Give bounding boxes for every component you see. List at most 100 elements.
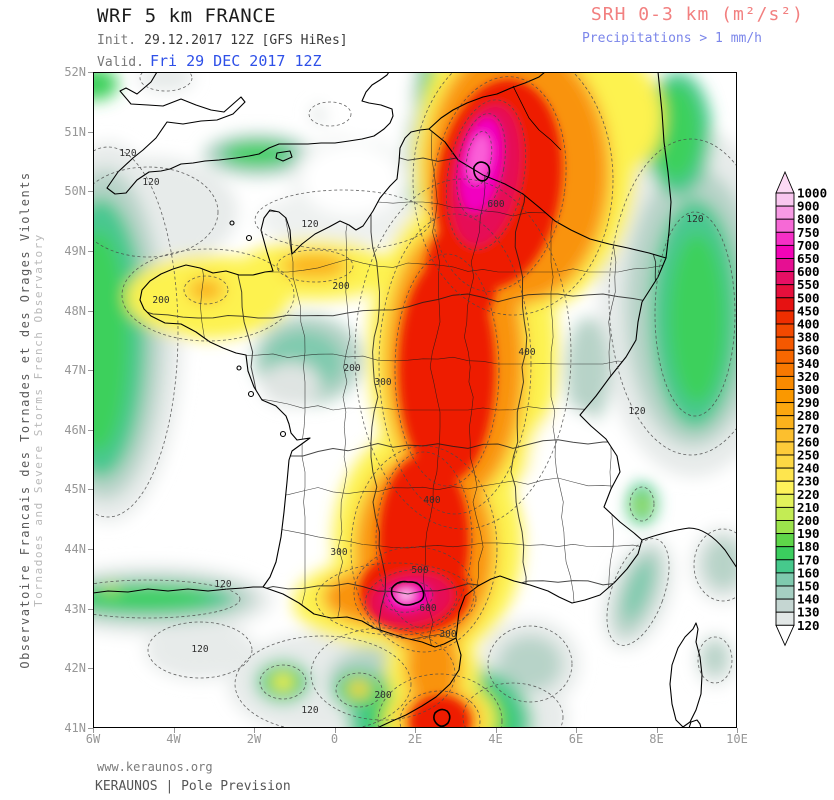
srh-contours [37,44,774,769]
legend-value: 650 [797,251,820,266]
spain-north-coast [92,586,263,594]
legend-value: 230 [797,474,820,489]
legend-cell [775,244,795,259]
lon-label: 6E [568,732,584,746]
guernsey-island [229,220,235,226]
legend-value: 700 [797,238,820,253]
lat-tick [88,310,93,312]
lon-tick [576,728,577,733]
page-title: WRF 5 km FRANCE [97,5,277,27]
legend-value: 200 [797,513,820,528]
contour-label: 120 [142,177,159,188]
department-border-line [423,129,441,647]
legend-value: 290 [797,395,820,410]
lat-tick [88,191,93,193]
legend-cell [775,585,795,600]
legend-cell [775,218,795,233]
contour-label: 400 [423,495,440,506]
legend-value: 600 [797,264,820,279]
legend-cell [775,284,795,299]
precipitation-note: Precipitations > 1 mm/h [581,31,762,46]
color-scale-legend: 1000 900 800 750 700 650 600 550 500 450 400 380 360… [768,160,834,660]
department-border-line [464,129,486,647]
legend-value: 250 [797,448,820,463]
lon-label: 2W [246,732,262,746]
legend-value: 260 [797,434,820,449]
lon-label: 4E [488,732,503,746]
contour-label: 400 [518,347,535,358]
lon-label: 8E [649,732,664,746]
contour-label: 120 [214,579,231,590]
legend-cell [775,362,795,377]
lat-label: 43N [64,601,86,616]
lon-label: 10E [726,732,748,746]
lat-label: 45N [64,482,86,497]
legend-value: 150 [797,579,820,594]
contour-label: 200 [374,690,391,701]
legend-cell [775,520,795,535]
valid-label: Valid. [97,55,144,70]
precipitation-contours [390,161,491,728]
legend-value: 800 [797,212,820,227]
legend-cell [775,506,795,521]
legend-cell [775,297,795,312]
legend-arrow-top [775,170,795,194]
contour-label: 120 [301,219,318,230]
belle-ile-island [236,365,242,371]
lat-tick [88,727,93,729]
legend-value: 160 [797,565,820,580]
lon-label: 2E [407,732,423,746]
lat-tick [88,668,93,670]
legend-cell [775,467,795,482]
lon-label: 6W [85,732,101,746]
legend-value: 1000 [797,186,827,201]
contour-label: 120 [119,148,136,159]
lat-label: 51N [64,124,86,139]
srh-map-svg: 600 600 500 400 400 300 300 300 200 200 200 200 120 1… [37,44,774,769]
legend-value: 210 [797,500,820,515]
contour-label: 600 [419,603,436,614]
isle-of-wight [275,150,293,162]
watermark-observatory-en: Tornadoes and Severe Storms French Obser… [32,233,45,607]
lat-tick [88,370,93,372]
legend-cell [775,611,795,626]
liguria-coast [641,527,738,569]
init-label: Init. [97,33,137,48]
lat-label: 47N [64,363,86,378]
legend-value: 270 [797,421,820,436]
legend-value: 170 [797,552,820,567]
belgium-germany-border [512,85,562,151]
contour-label: 600 [487,199,504,210]
contour-label: 300 [374,377,391,388]
map-canvas: 600 600 500 400 400 300 300 300 200 200 200 200 120 1… [37,44,774,769]
legend-value: 180 [797,539,820,554]
legend-value: 320 [797,369,820,384]
lon-label: 0 [330,732,339,746]
contour-label: 300 [330,547,347,558]
init-value: 29.12.2017 12Z [GFS HiRes] [144,33,348,48]
legend-cell [775,415,795,430]
legend-cell [775,559,795,574]
legend-value: 140 [797,592,820,607]
jersey-island [245,234,253,242]
legend-cell [775,205,795,220]
rhine-border [657,71,672,259]
lon-tick [254,728,255,733]
legend-cell [775,192,795,207]
lat-label: 42N [64,661,86,676]
oleron-island [279,430,287,438]
lon-tick [93,728,94,733]
belgium-coast [428,71,546,130]
lat-tick [88,250,93,252]
lat-tick [88,489,93,491]
legend-cell [775,310,795,325]
legend-cell [775,441,795,456]
valid-line: Valid. Fri 29 DEC 2017 12Z [97,52,322,70]
lon-label: 4W [166,732,181,746]
legend-value: 300 [797,382,820,397]
legend-cell [775,546,795,561]
lon-tick [656,728,658,733]
department-border-line [140,293,666,319]
legend-cell [775,428,795,443]
